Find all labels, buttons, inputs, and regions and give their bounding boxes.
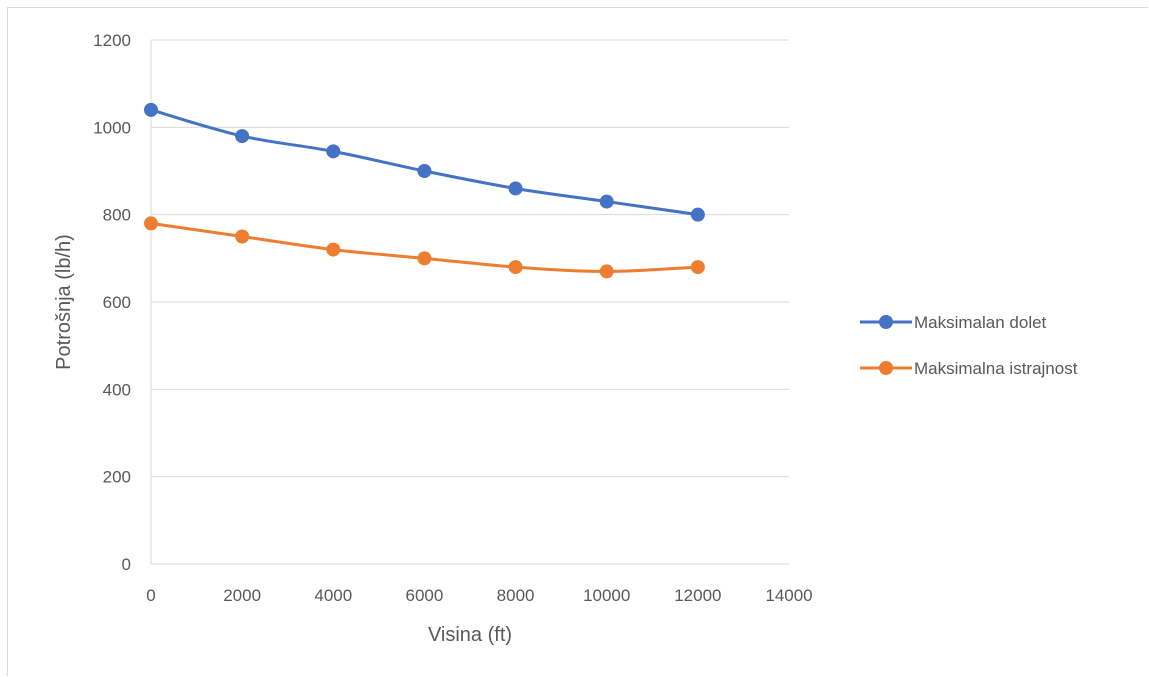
series-1-point: [690, 207, 705, 222]
chart-frame: [7, 7, 1148, 676]
legend-marker-1: [879, 315, 893, 329]
y-axis-title: Potrošnja (lb/h): [53, 234, 75, 370]
x-tick-label: 2000: [223, 586, 261, 605]
series-2-point: [417, 251, 432, 266]
series-2-point: [690, 260, 705, 275]
y-tick-label: 200: [103, 468, 131, 487]
x-tick-label: 0: [146, 586, 155, 605]
x-tick-label: 8000: [497, 586, 535, 605]
y-tick-label: 1000: [93, 118, 131, 137]
series-layer: [144, 102, 705, 279]
x-axis-title: Visina (ft): [428, 624, 512, 646]
x-tick-label: 10000: [583, 586, 630, 605]
series-2-point: [144, 216, 158, 231]
series-line-1: [149, 108, 700, 217]
series-2-point: [599, 264, 614, 279]
x-tick-label: 4000: [314, 586, 352, 605]
y-tick-label: 600: [103, 293, 131, 312]
x-tick-label: 14000: [765, 586, 812, 605]
series-2-point: [508, 260, 523, 275]
x-tick-label: 6000: [406, 586, 444, 605]
y-tick-label: 800: [103, 206, 131, 225]
series-1-point: [326, 144, 341, 159]
grid-layer: [151, 39, 789, 478]
series-2-point: [235, 229, 250, 244]
legend-marker-2: [879, 361, 893, 375]
y-tick-label: 400: [103, 380, 131, 399]
series-1-point: [417, 164, 432, 178]
series-1-point: [599, 194, 614, 209]
y-tick-label: 0: [122, 555, 131, 574]
legend: Maksimalan dolet Maksimalna istrajnost: [860, 313, 1078, 378]
series-1-point: [235, 129, 250, 144]
series-2-point: [326, 242, 341, 257]
y-tick-label: 1200: [93, 31, 131, 50]
series-1-point: [144, 102, 158, 117]
legend-label-1: Maksimalan dolet: [914, 313, 1047, 332]
legend-label-2: Maksimalna istrajnost: [914, 359, 1078, 378]
x-tick-label: 12000: [674, 586, 721, 605]
series-1-point: [508, 181, 523, 196]
